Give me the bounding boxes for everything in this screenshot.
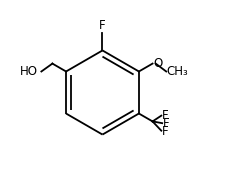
Text: F: F [163,117,170,130]
Text: F: F [162,125,169,138]
Text: F: F [99,19,106,32]
Text: HO: HO [20,65,38,78]
Text: O: O [154,57,163,70]
Text: CH₃: CH₃ [167,65,188,78]
Text: F: F [162,109,169,122]
